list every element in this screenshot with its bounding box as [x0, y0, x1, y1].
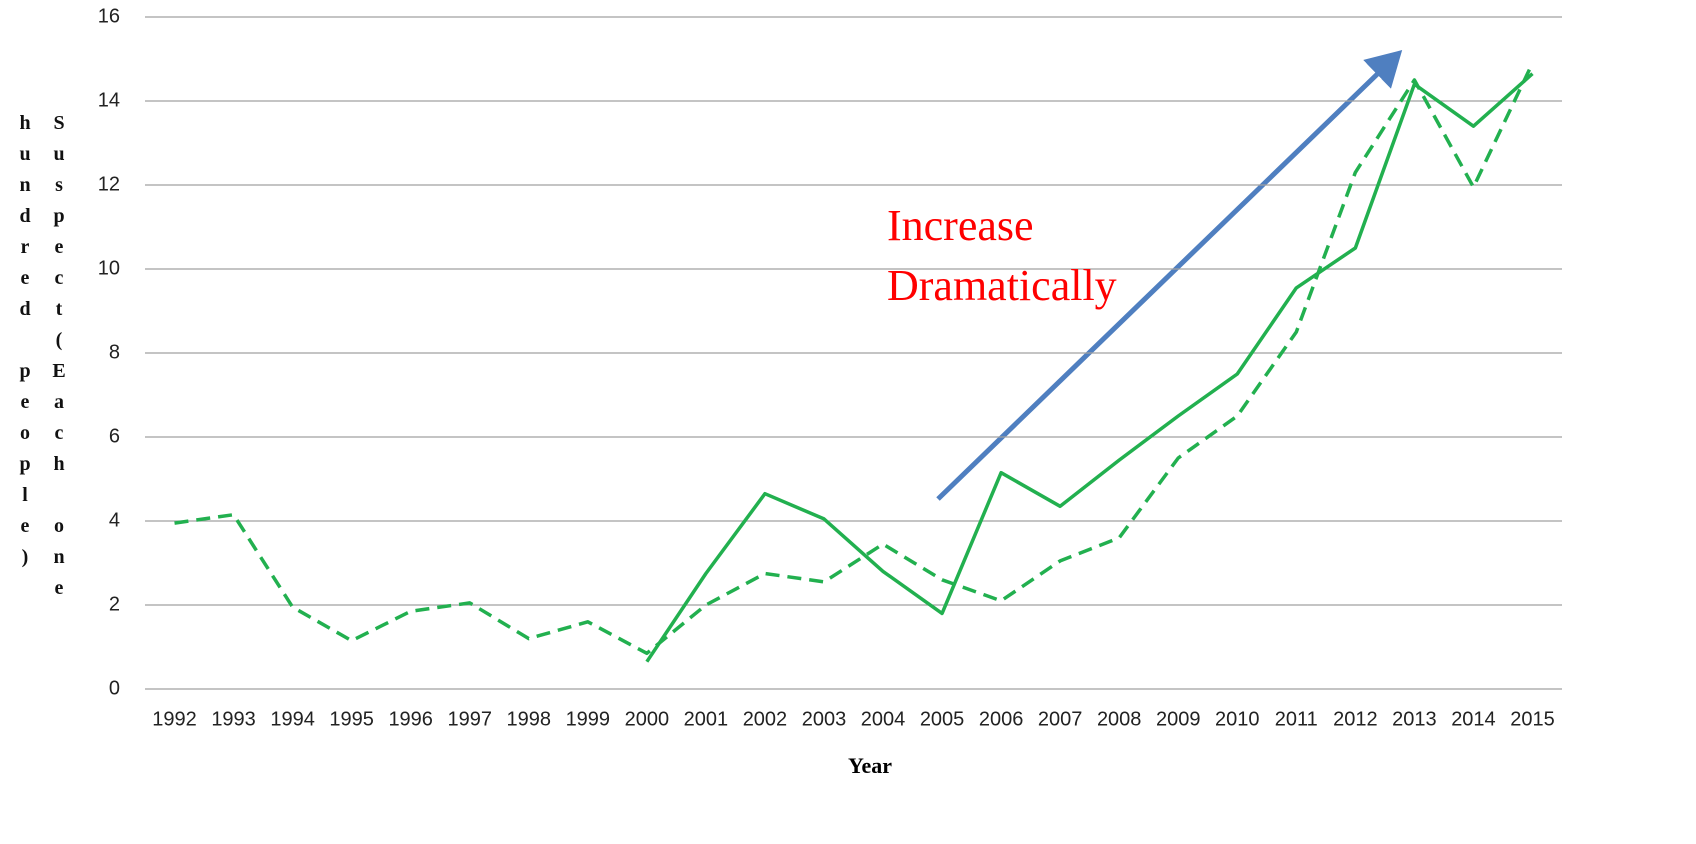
x-tick-label: 2008 — [1097, 708, 1142, 730]
x-tick-label: 2013 — [1392, 708, 1437, 730]
x-tick-label: 1994 — [270, 708, 315, 730]
y-tick-label: 4 — [109, 509, 120, 531]
y-tick-label: 2 — [109, 593, 120, 615]
x-tick-label: 2012 — [1333, 708, 1378, 730]
x-tick-label: 1999 — [566, 708, 611, 730]
y-tick-label: 10 — [98, 257, 120, 279]
x-tick-label: 1992 — [152, 708, 197, 730]
x-tick-label: 2004 — [861, 708, 906, 730]
x-tick-label: 2014 — [1451, 708, 1496, 730]
x-tick-label: 2007 — [1038, 708, 1083, 730]
x-tick-label: 1996 — [388, 708, 433, 730]
y-tick-label: 12 — [98, 173, 120, 195]
x-tick-label: 1993 — [211, 708, 256, 730]
x-tick-label: 1995 — [329, 708, 374, 730]
x-tick-label: 1998 — [507, 708, 552, 730]
x-tick-label: 2015 — [1510, 708, 1555, 730]
x-tick-label: 2003 — [802, 708, 847, 730]
x-tick-label: 2005 — [920, 708, 965, 730]
y-tick-label: 14 — [98, 89, 120, 111]
x-tick-label: 2000 — [625, 708, 670, 730]
x-tick-label: 1997 — [447, 708, 492, 730]
y-axis-label: Suspect(Each one hundred people) — [14, 112, 70, 608]
y-tick-label: 16 — [98, 5, 120, 27]
x-tick-label: 2009 — [1156, 708, 1201, 730]
x-tick-label: 2006 — [979, 708, 1024, 730]
x-tick-label: 2011 — [1275, 708, 1318, 730]
y-tick-label: 6 — [109, 425, 120, 447]
annotation: Increase Dramatically — [887, 201, 1117, 310]
trend-arrow — [936, 50, 1403, 501]
y-tick-label: 8 — [109, 341, 120, 363]
x-tick-label: 2002 — [743, 708, 788, 730]
y-tick-label: 0 — [109, 677, 120, 699]
x-tick-label: 2001 — [684, 708, 729, 730]
data-line — [174, 62, 1535, 656]
data-line — [645, 72, 1534, 663]
x-tick-label: 2010 — [1215, 708, 1260, 730]
x-axis-label: Year — [848, 753, 892, 778]
